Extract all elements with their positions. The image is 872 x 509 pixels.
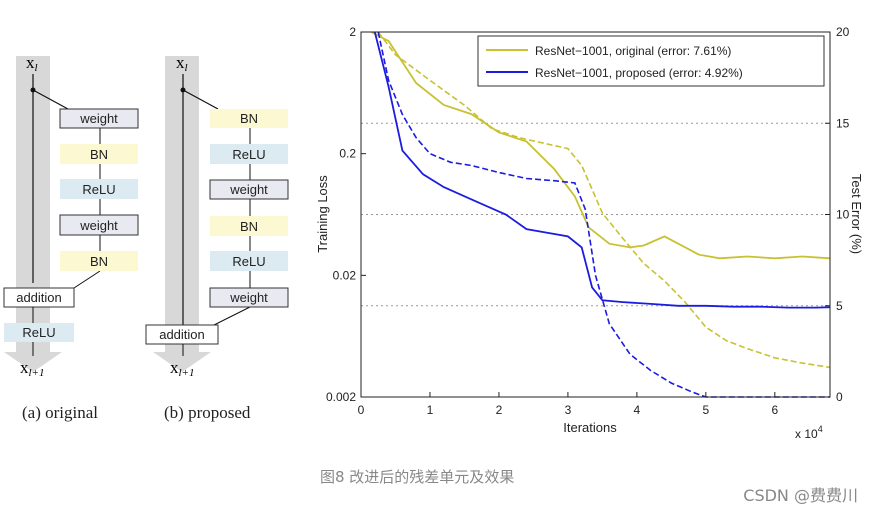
y-left-tick: 2 <box>349 25 356 39</box>
x-tick-5: 5 <box>703 403 710 417</box>
y-right-tick-10: 10 <box>836 208 850 222</box>
block-b-weight-2 <box>209 287 289 308</box>
x-tick-0: 0 <box>358 403 365 417</box>
y-left-tick: 0.02 <box>333 268 357 282</box>
block-a-weight-1-label: weight <box>79 111 118 126</box>
series-original-test-error <box>370 31 831 260</box>
legend-label-original: ResNet−1001, original (error: 7.61%) <box>535 44 731 58</box>
block-a-addition <box>3 287 75 308</box>
x-tick-4: 4 <box>634 403 641 417</box>
x-tick-1: 1 <box>427 403 434 417</box>
trunk-a-arrow <box>4 352 62 372</box>
y-right-label: Test Error (%) <box>849 174 864 254</box>
block-b-weight-2-label: weight <box>229 290 268 305</box>
watermark: CSDN @费费川 <box>743 486 858 505</box>
trunk-b-arrow <box>153 352 211 372</box>
block-a-relu-out <box>4 323 74 342</box>
trunk-b <box>165 56 199 352</box>
diagram-proposed: xl BN ReLU weight BN ReLU weight additio… <box>145 53 289 422</box>
x-tick-3: 3 <box>565 403 572 417</box>
y-right-tick-5: 5 <box>836 299 843 313</box>
series-original-training-loss <box>377 31 831 369</box>
y-right-tick-0: 0 <box>836 390 843 404</box>
block-a-addition-label: addition <box>16 290 62 305</box>
y-left-tick: 0.2 <box>339 147 356 161</box>
block-b-bn-1 <box>210 109 288 128</box>
block-b-bn-2-label: BN <box>240 219 258 234</box>
block-b-weight-1-label: weight <box>229 182 268 197</box>
x-axis-label: Iterations <box>563 420 617 435</box>
gridlines <box>361 122 830 307</box>
diagram-original: xl weight BN ReLU weight BN addition ReL… <box>3 53 139 422</box>
block-b-relu-1 <box>210 144 288 164</box>
output-xl1-a: xl+1 <box>20 358 44 379</box>
legend: ResNet−1001, original (error: 7.61%) Res… <box>477 35 825 87</box>
block-a-weight-1 <box>59 108 139 129</box>
block-b-bn-2 <box>210 216 288 236</box>
block-a-bn-1 <box>60 144 138 164</box>
block-b-relu-2-label: ReLU <box>232 254 265 269</box>
y-left-label: Training Loss <box>315 175 330 253</box>
caption-b: (b) proposed <box>164 403 251 422</box>
y-right-tick-15: 15 <box>836 116 850 130</box>
block-b-bn-1-label: BN <box>240 111 258 126</box>
block-b-relu-1-label: ReLU <box>232 147 265 162</box>
x-tick-2: 2 <box>496 403 503 417</box>
legend-label-proposed: ResNet−1001, proposed (error: 4.92%) <box>535 66 743 80</box>
block-b-addition <box>145 324 219 345</box>
block-a-bn-2 <box>60 251 138 271</box>
series-proposed-test-error <box>373 31 831 309</box>
y-left-tick: 0.002 <box>326 390 356 404</box>
block-a-relu-1-label: ReLU <box>82 182 115 197</box>
block-b-addition-label: addition <box>159 327 205 342</box>
output-xl1-b: xl+1 <box>170 358 194 379</box>
legend-box <box>477 35 825 87</box>
input-xl-b: xl <box>176 53 188 74</box>
block-a-weight-2-label: weight <box>79 218 118 233</box>
y-right-tick-20: 20 <box>836 25 850 39</box>
block-b-relu-2 <box>210 251 288 271</box>
block-a-relu-1 <box>60 179 138 199</box>
block-a-relu-out-label: ReLU <box>22 325 55 340</box>
x-tick-6: 6 <box>771 403 778 417</box>
caption-a: (a) original <box>22 403 98 422</box>
block-a-bn-2-label: BN <box>90 254 108 269</box>
input-xl-a: xl <box>26 53 38 74</box>
block-a-weight-2 <box>59 214 139 236</box>
figure-caption: 图8 改进后的残差单元及效果 <box>320 468 515 486</box>
block-b-weight-1 <box>209 179 289 200</box>
block-a-bn-1-label: BN <box>90 147 108 162</box>
x-multiplier: x 104 <box>795 424 823 441</box>
